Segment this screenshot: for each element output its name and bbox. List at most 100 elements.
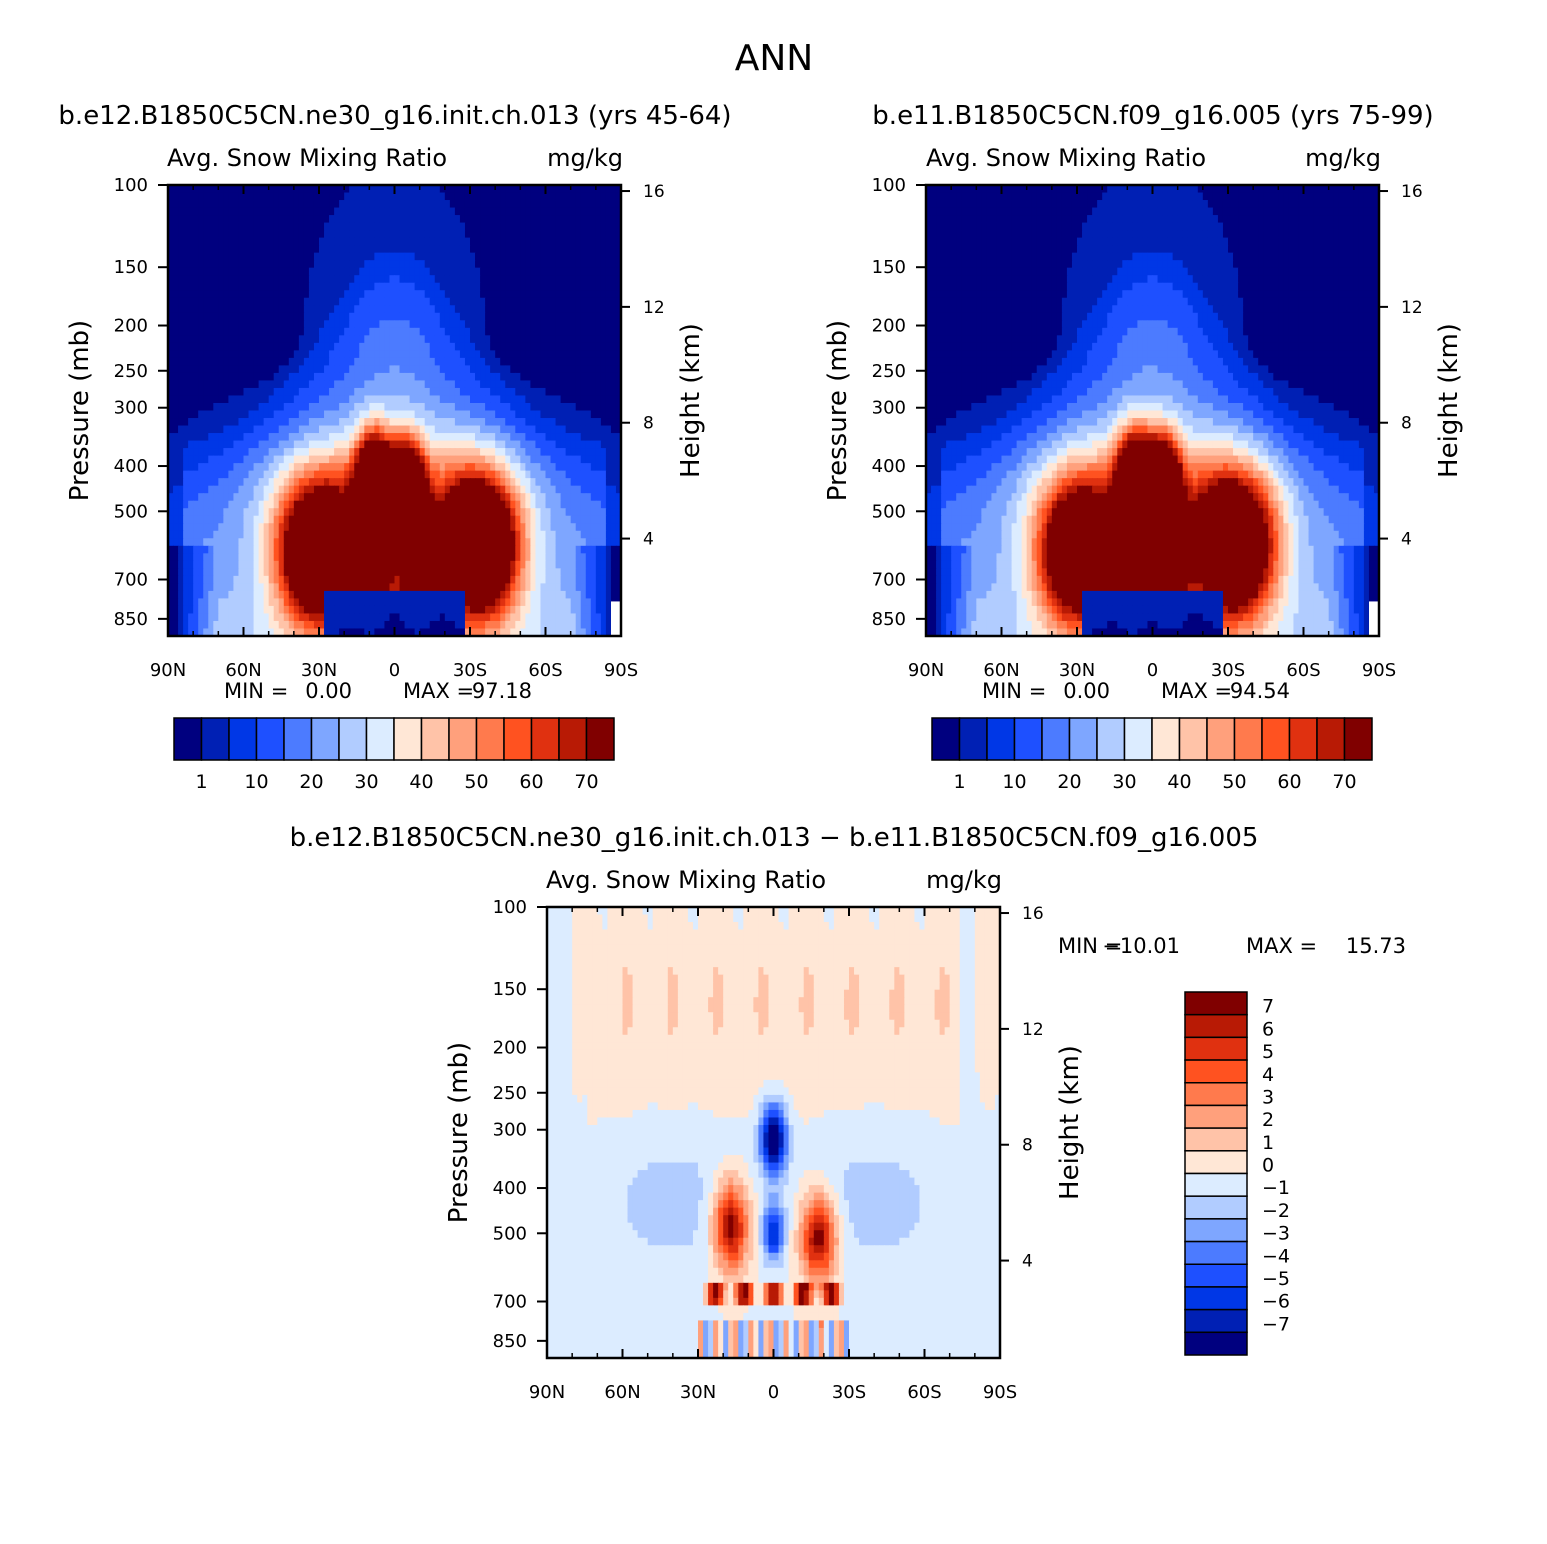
field-cell bbox=[454, 282, 461, 291]
field-cell bbox=[203, 485, 209, 494]
field-cell bbox=[575, 365, 582, 374]
field-cell bbox=[208, 470, 214, 479]
field-cell bbox=[500, 538, 506, 547]
field-cell bbox=[485, 230, 491, 239]
field-cell bbox=[273, 260, 280, 269]
field-cell bbox=[399, 207, 406, 216]
field-cell bbox=[545, 463, 552, 472]
field-cell bbox=[243, 440, 250, 449]
field-cell bbox=[288, 380, 295, 389]
field-cell bbox=[470, 327, 476, 336]
field-cell bbox=[580, 410, 587, 419]
field-cell bbox=[575, 200, 582, 209]
field-cell bbox=[475, 553, 481, 562]
field-cell bbox=[580, 327, 587, 336]
field-cell bbox=[223, 560, 229, 569]
field-cell bbox=[324, 425, 330, 434]
field-cell bbox=[434, 538, 441, 547]
field-cell bbox=[510, 410, 516, 419]
field-cell bbox=[354, 455, 360, 464]
field-cell bbox=[303, 515, 310, 524]
field-cell bbox=[369, 395, 375, 404]
field-cell bbox=[313, 560, 320, 569]
field-cell bbox=[293, 252, 300, 261]
field-cell bbox=[429, 245, 436, 254]
field-cell bbox=[530, 448, 537, 457]
field-cell bbox=[590, 252, 597, 261]
field-cell bbox=[193, 252, 199, 261]
field-cell bbox=[379, 560, 386, 569]
field-cell bbox=[248, 478, 255, 487]
field-cell bbox=[329, 230, 335, 239]
field-cell bbox=[590, 305, 597, 314]
field-cell bbox=[404, 440, 411, 449]
field-cell bbox=[550, 260, 557, 269]
field-cell bbox=[334, 590, 340, 600]
field-cell bbox=[263, 493, 270, 502]
field-cell bbox=[233, 485, 240, 494]
field-cell bbox=[238, 500, 245, 509]
field-cell bbox=[238, 493, 245, 502]
field-cell bbox=[218, 245, 224, 254]
field-cell bbox=[329, 215, 335, 224]
field-cell bbox=[550, 192, 557, 201]
field-cell bbox=[173, 365, 179, 374]
field-cell bbox=[610, 245, 617, 254]
field-cell bbox=[414, 380, 421, 389]
field-cell bbox=[590, 493, 597, 502]
field-cell bbox=[324, 418, 330, 427]
field-cell bbox=[218, 500, 224, 509]
field-cell bbox=[414, 387, 421, 397]
field-cell bbox=[520, 372, 526, 382]
field-cell bbox=[500, 463, 506, 472]
field-cell bbox=[339, 560, 345, 569]
field-cell bbox=[490, 470, 496, 479]
field-cell bbox=[339, 342, 345, 351]
field-cell bbox=[243, 192, 250, 201]
field-cell bbox=[223, 493, 229, 502]
field-cell bbox=[228, 433, 235, 442]
field-cell bbox=[188, 470, 194, 479]
field-cell bbox=[475, 500, 481, 509]
field-cell bbox=[399, 380, 406, 389]
field-cell bbox=[344, 192, 350, 201]
field-cell bbox=[480, 523, 486, 532]
field-cell bbox=[510, 185, 516, 194]
field-cell bbox=[364, 327, 370, 336]
field-cell bbox=[324, 297, 330, 306]
field-cell bbox=[475, 448, 481, 457]
field-cell bbox=[203, 425, 209, 434]
field-cell bbox=[379, 252, 386, 261]
field-cell bbox=[288, 402, 295, 412]
field-cell bbox=[278, 312, 285, 321]
field-cell bbox=[389, 230, 396, 239]
field-cell bbox=[183, 538, 189, 547]
field-cell bbox=[298, 470, 305, 479]
field-cell bbox=[173, 222, 179, 231]
field-cell bbox=[439, 297, 446, 306]
field-cell bbox=[500, 530, 506, 539]
field-cell bbox=[570, 463, 577, 472]
field-cell bbox=[324, 380, 330, 389]
field-cell bbox=[605, 575, 612, 584]
field-cell bbox=[449, 222, 456, 231]
field-cell bbox=[379, 357, 386, 366]
field-cell bbox=[173, 463, 179, 472]
field-cell bbox=[414, 538, 421, 547]
field-cell bbox=[575, 590, 582, 600]
field-cell bbox=[228, 297, 235, 306]
field-cell bbox=[203, 215, 209, 224]
field-cell bbox=[248, 590, 255, 600]
field-cell bbox=[203, 192, 209, 201]
field-cell bbox=[475, 207, 481, 216]
field-cell bbox=[404, 530, 411, 539]
field-cell bbox=[369, 222, 375, 231]
field-cell bbox=[324, 230, 330, 239]
field-cell bbox=[490, 463, 496, 472]
field-cell bbox=[379, 538, 386, 547]
field-cell bbox=[354, 290, 360, 299]
field-cell bbox=[344, 320, 350, 329]
field-cell bbox=[293, 590, 300, 600]
field-cell bbox=[359, 192, 365, 201]
field-cell bbox=[454, 365, 461, 374]
